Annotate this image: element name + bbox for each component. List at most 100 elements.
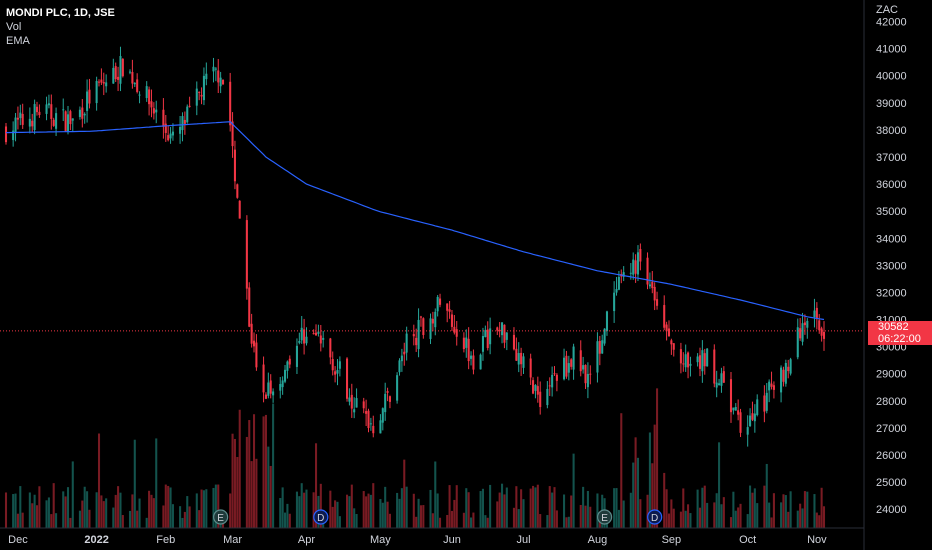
candle [737,399,740,421]
y-tick-label: 25000 [876,477,907,489]
volume-bar [379,499,382,528]
volume-bar [706,502,709,528]
volume-bar [434,461,437,528]
svg-text:D: D [651,513,658,524]
candle [112,58,115,84]
candle [620,269,623,284]
volume-bar [386,501,389,528]
candle [529,353,532,385]
candle [365,399,368,427]
volume-bar [183,511,186,528]
volume-bar [567,516,570,528]
earnings-marker[interactable]: E [596,509,613,525]
price-axis[interactable]: 42000 41000 40000 39000 38000 37000 36000 35000… [863,0,907,550]
candle [384,382,387,421]
candle [663,295,666,331]
candle [653,282,656,311]
volume-bar [100,495,103,528]
candle [734,403,737,411]
volume-bar [195,493,198,528]
candle [498,322,501,338]
candle [102,72,105,96]
candle [329,337,332,365]
currency-label[interactable]: ZAC [876,4,898,16]
candle [505,332,508,351]
candle [298,332,301,345]
candle [522,353,525,374]
candle [138,91,141,104]
volume-bar [536,484,539,528]
candle [133,82,136,88]
candle [217,59,220,94]
candle [145,81,148,102]
svg-text:D: D [317,513,324,524]
earnings-marker[interactable]: E [213,509,229,525]
volume-bar [298,496,301,528]
candle [33,99,36,135]
candle [219,71,222,94]
volume-bar [636,457,640,528]
volume-bar [179,506,182,528]
volume-bar [448,485,451,528]
candle [553,366,556,376]
volume-bar [553,487,556,528]
y-tick-label: 38000 [876,125,907,137]
chart-legend: MONDI PLC, 1D, JSE Vol EMA [6,6,115,48]
x-tick-label: 2022 [84,534,108,546]
volume-bar [689,513,692,528]
volume-bar [563,494,566,528]
volume-bar [753,488,756,528]
x-tick-label: Aug [588,534,608,546]
volume-bar [539,514,542,528]
volume-bar [152,498,155,528]
volume-bar [262,416,265,528]
volume-bar [138,498,141,528]
candle [718,378,721,386]
volume-bar [818,515,821,528]
volume-bar [481,488,485,528]
candle [572,343,575,380]
candle [97,79,101,87]
candle [202,67,205,106]
volume-bar [503,494,506,528]
dividend-marker[interactable]: D [647,509,663,525]
volume-bar [286,503,289,528]
candle [86,79,89,123]
candle [262,356,265,403]
volume-bar [486,517,489,528]
volume-bar [512,507,516,528]
volume-bar [405,486,408,528]
time-axis[interactable]: Dec 2022 Feb Mar Apr May Jun Jul Aug Sep Oct Nov [0,527,864,546]
candle [462,332,465,353]
volume-bar [367,493,370,528]
volume-bar [718,442,721,528]
volume-bar [729,517,733,528]
legend-ema[interactable]: EMA [6,35,30,47]
candle [81,99,84,128]
candle [386,387,389,402]
volume-bar [586,490,589,528]
volume-bar [412,493,415,528]
volume-bar [520,489,523,528]
dividend-marker[interactable]: D [313,509,329,525]
legend-symbol[interactable]: MONDI PLC, 1D, JSE [6,7,115,19]
volume-bar [484,515,487,528]
volume-bar [615,488,618,528]
candle [152,102,155,120]
volume-bar [150,494,153,528]
volume-bar [95,492,98,528]
volume-bar [264,414,267,528]
candle [272,388,275,403]
candle [114,62,117,82]
legend-volume[interactable]: Vol [6,21,22,33]
volume-bar [450,510,454,528]
volume-bar [763,485,766,528]
candle [162,98,165,139]
volume-bar [21,512,24,528]
volume-bar [136,510,139,528]
candle [35,101,39,116]
volume-bar [350,484,353,528]
volume-bar [517,509,520,528]
